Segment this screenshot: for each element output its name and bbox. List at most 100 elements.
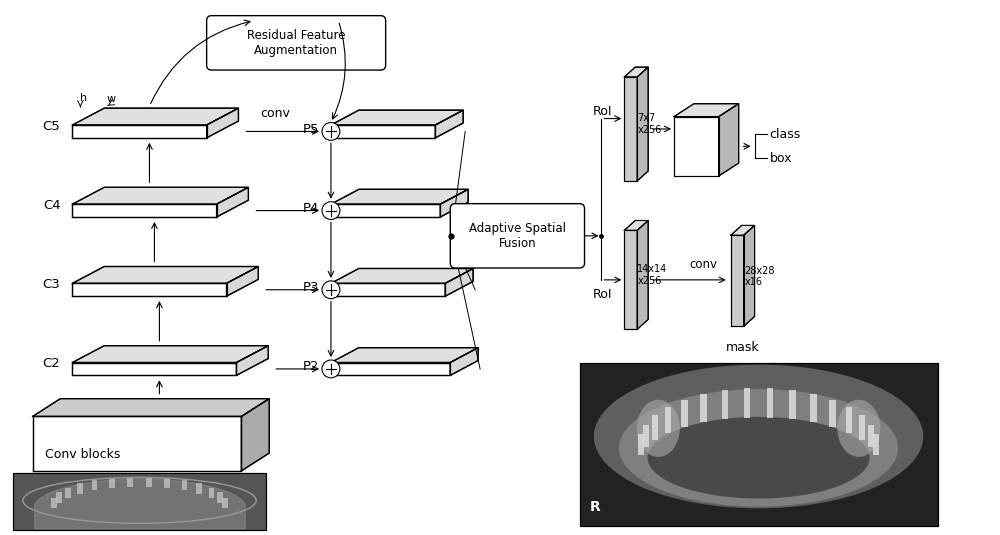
Polygon shape [624,220,648,231]
Bar [77,484,83,494]
Polygon shape [637,67,648,181]
Bar [146,477,152,487]
Bar [92,480,97,491]
Polygon shape [331,363,450,376]
Text: mask: mask [726,341,759,354]
Text: conv: conv [690,258,718,271]
Text: Adaptive Spatial
Fusion: Adaptive Spatial Fusion [469,222,566,250]
Bar [56,492,62,503]
Polygon shape [624,67,648,77]
Text: Residual Feature
Augmentation: Residual Feature Augmentation [247,29,345,57]
Polygon shape [624,77,637,181]
Circle shape [322,360,340,378]
Polygon shape [72,284,227,296]
Bar [722,391,728,419]
Polygon shape [236,346,268,376]
Text: Conv blocks: Conv blocks [45,448,120,461]
Text: h: h [80,93,87,103]
Polygon shape [331,284,445,296]
Text: C3: C3 [43,278,60,292]
Polygon shape [731,225,755,235]
Polygon shape [674,104,739,117]
Circle shape [322,123,340,140]
Bar [789,391,796,419]
Bar [209,487,214,498]
Polygon shape [435,110,463,138]
Bar [744,388,750,418]
Text: P4: P4 [303,202,319,215]
Bar [638,434,644,455]
Text: P3: P3 [303,281,319,294]
Polygon shape [33,399,269,416]
Polygon shape [719,104,739,176]
Polygon shape [72,204,217,217]
Text: C2: C2 [43,357,60,371]
Bar [681,400,688,427]
Bar [182,480,187,491]
Ellipse shape [837,400,880,457]
Bar [829,400,836,427]
Polygon shape [637,220,648,330]
Ellipse shape [648,417,870,499]
Text: C4: C4 [43,199,60,212]
Polygon shape [331,348,478,363]
Circle shape [322,202,340,219]
Bar [868,424,874,447]
Bar [127,477,133,487]
Polygon shape [72,346,268,363]
Bar [580,363,938,526]
Bar [846,407,852,433]
Bar [217,492,223,503]
Polygon shape [331,110,463,125]
Text: P2: P2 [303,361,319,373]
Bar [700,394,707,423]
Bar [810,394,817,423]
Polygon shape [331,125,435,138]
Polygon shape [624,231,637,330]
Circle shape [322,281,340,299]
Polygon shape [207,108,238,138]
Polygon shape [72,266,258,284]
Bar [859,415,865,440]
Polygon shape [72,108,238,125]
Bar [873,434,879,455]
Polygon shape [744,225,755,326]
Text: P5: P5 [303,123,319,136]
Polygon shape [331,189,468,204]
Text: 14x14
x256: 14x14 x256 [637,264,667,286]
FancyBboxPatch shape [207,16,386,70]
Polygon shape [674,117,719,176]
Text: RoI: RoI [593,288,612,301]
Bar [580,363,938,526]
Polygon shape [72,187,248,204]
Polygon shape [445,269,473,296]
Polygon shape [241,399,269,471]
Bar [13,473,266,530]
Text: conv: conv [260,106,290,119]
Bar [109,478,115,488]
Text: R: R [590,500,600,515]
Text: box: box [769,151,792,165]
Ellipse shape [637,400,680,457]
Bar [222,498,228,508]
Polygon shape [331,204,440,217]
Bar [51,498,57,508]
FancyBboxPatch shape [450,204,585,268]
Bar [65,487,71,498]
Bar [665,407,671,433]
Polygon shape [217,187,248,217]
Text: RoI: RoI [593,105,612,118]
Bar [643,424,649,447]
Text: 28x28
x16: 28x28 x16 [745,265,775,287]
Polygon shape [72,363,236,376]
Bar [164,478,170,488]
Polygon shape [450,348,478,376]
Polygon shape [731,235,744,326]
Ellipse shape [619,389,898,507]
Polygon shape [440,189,468,217]
Bar [652,415,658,440]
Text: w: w [106,94,115,104]
Polygon shape [331,269,473,284]
Bar [196,484,202,494]
Polygon shape [227,266,258,296]
